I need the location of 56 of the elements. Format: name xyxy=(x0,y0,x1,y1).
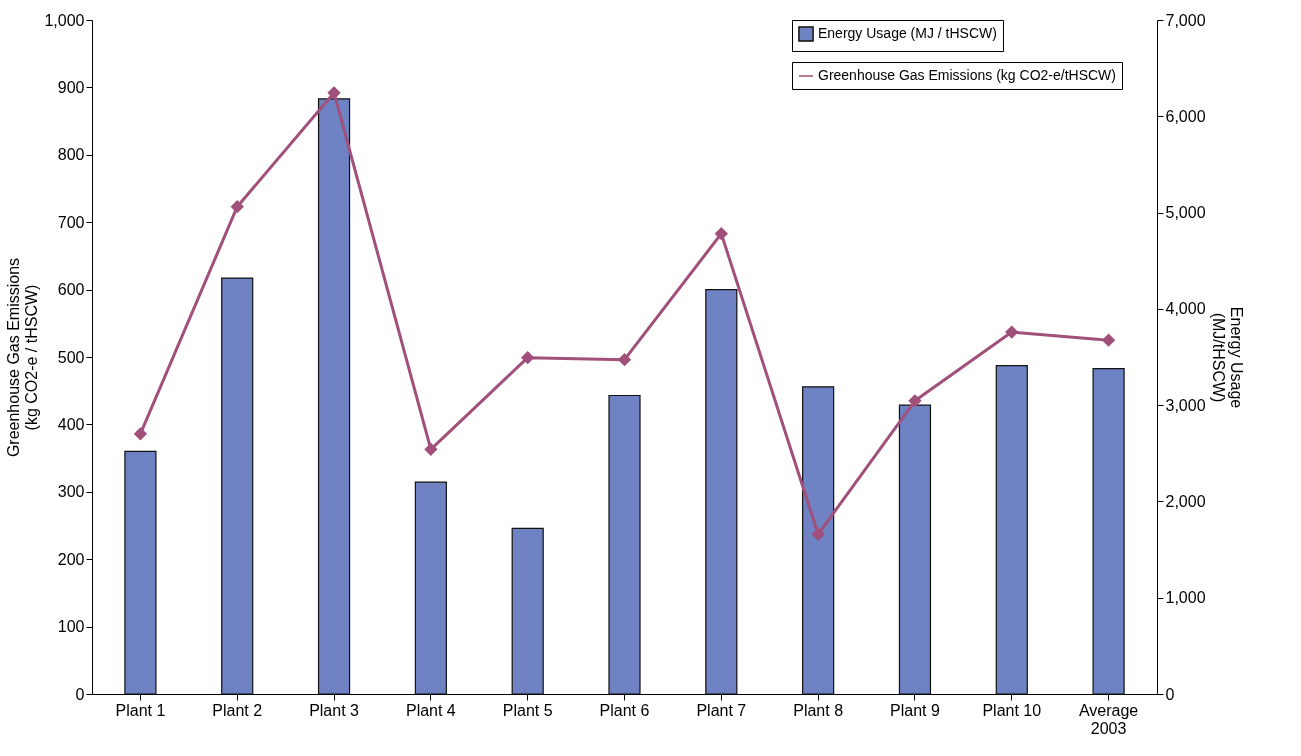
x-tick-label: Plant 1 xyxy=(115,701,166,719)
point xyxy=(424,443,438,456)
legend-label: Greenhouse Gas Emissions (kg CO2-e/tHSCW) xyxy=(818,67,1116,83)
bar xyxy=(414,481,447,695)
bar xyxy=(511,527,544,695)
x-tick-label: Plant 4 xyxy=(405,701,456,719)
y-tick-label: 400 xyxy=(57,415,85,433)
point xyxy=(715,227,728,240)
x-tick-label: Plant 6 xyxy=(599,701,650,719)
y-tick-label: 700 xyxy=(57,213,85,231)
y-tick-label: 1,000 xyxy=(44,11,85,29)
y-tick-label: 0 xyxy=(75,685,85,703)
y2-tick-label: 7,000 xyxy=(1165,11,1206,29)
y2-axis-title: Energy Usage (MJ/tHSCW) xyxy=(1209,306,1245,409)
bar xyxy=(221,277,254,695)
y2-tick-label: 0 xyxy=(1165,685,1175,703)
x-tick-label: Plant 9 xyxy=(890,701,940,719)
point xyxy=(811,528,825,541)
y2-tick-label: 3,000 xyxy=(1165,396,1206,414)
x-tick-label: Plant 10 xyxy=(982,701,1042,719)
bar xyxy=(608,394,641,695)
legend-label: Energy Usage (MJ / tHSCW) xyxy=(818,25,997,41)
point xyxy=(1005,325,1019,339)
bar xyxy=(898,404,932,695)
bar xyxy=(705,289,738,695)
x-tick-label: Plant 5 xyxy=(502,701,553,719)
point xyxy=(134,427,147,441)
y2-tick-label: 1,000 xyxy=(1165,589,1206,607)
bar xyxy=(995,365,1028,695)
point xyxy=(327,86,341,100)
y-tick-label: 500 xyxy=(57,348,85,366)
y2-tick-label: 4,000 xyxy=(1165,300,1206,318)
bar xyxy=(1092,367,1125,695)
x-tick-label: Plant 2 xyxy=(212,701,263,719)
bar xyxy=(124,450,157,695)
y2-tick-label: 2,000 xyxy=(1165,492,1206,510)
y-tick-label: 800 xyxy=(57,146,85,164)
point xyxy=(1102,333,1115,347)
y2-tick-label: 5,000 xyxy=(1165,204,1206,222)
point xyxy=(908,394,922,408)
point xyxy=(618,353,631,366)
bar xyxy=(317,98,351,695)
point xyxy=(521,351,534,364)
x-tick-label: Average 2003 xyxy=(1078,701,1139,737)
y-tick-label: 300 xyxy=(57,483,85,501)
y-tick-label: 900 xyxy=(57,78,85,96)
y-tick-label: 100 xyxy=(57,618,85,636)
y-axis-title: Greenhouse Gas Emissions (kg CO2-e / tHSCW) xyxy=(5,257,41,458)
y-tick-label: 600 xyxy=(57,281,85,299)
x-tick-label: Plant 8 xyxy=(793,701,844,719)
y2-tick-label: 6,000 xyxy=(1165,107,1206,125)
bar xyxy=(802,386,835,695)
y-tick-label: 200 xyxy=(57,550,85,568)
point xyxy=(230,200,244,213)
x-tick-label: Plant 3 xyxy=(309,701,360,719)
x-tick-label: Plant 7 xyxy=(696,701,747,719)
